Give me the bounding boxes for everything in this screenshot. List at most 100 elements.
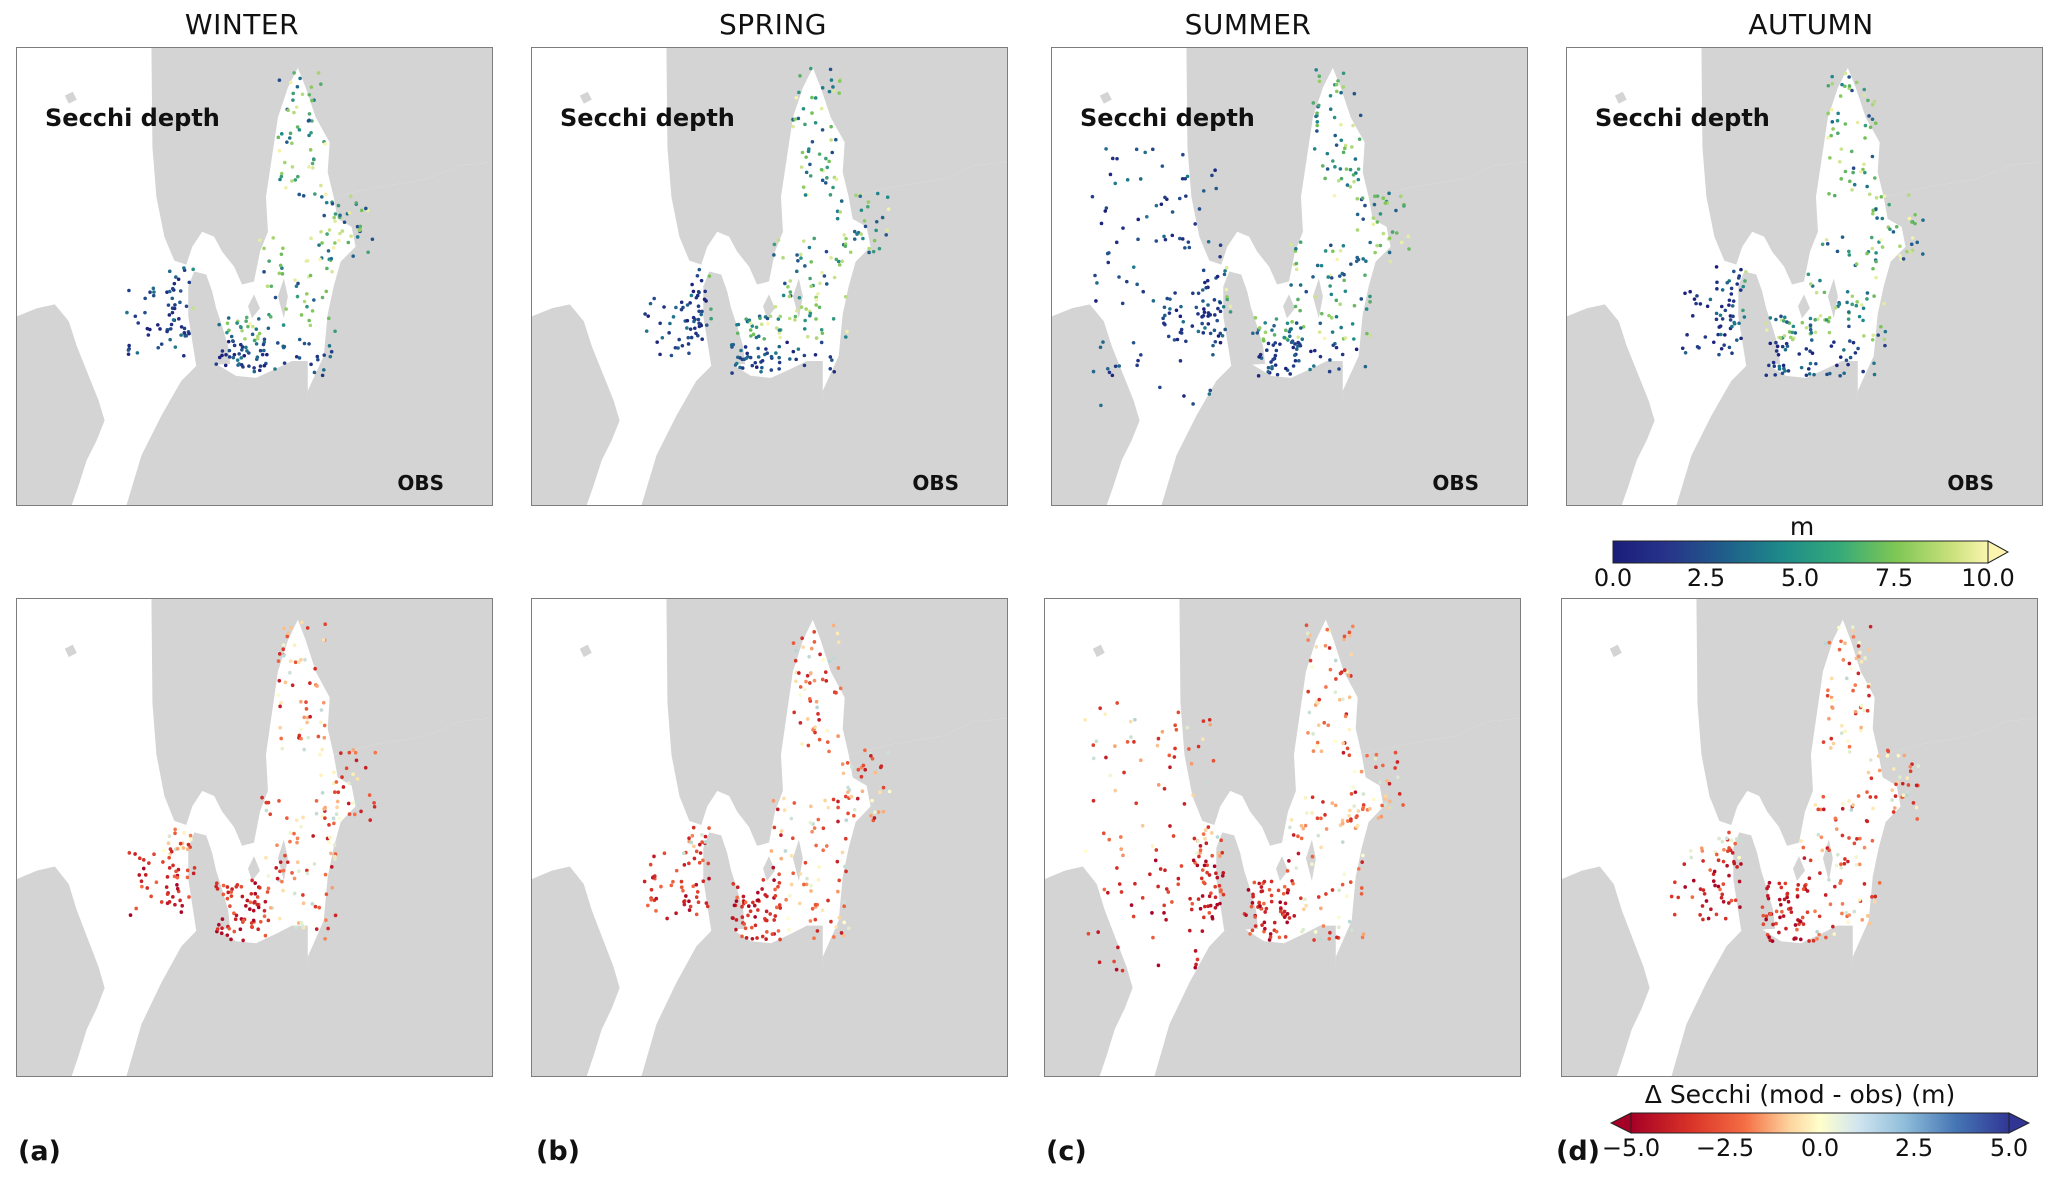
secchi-depth-label: Secchi depth: [45, 104, 220, 132]
station-point: [872, 816, 877, 820]
station-point: [1871, 266, 1875, 271]
station-point: [1852, 182, 1857, 187]
station-point: [1113, 364, 1118, 369]
station-point: [1730, 324, 1734, 329]
station-point: [1871, 806, 1875, 811]
secchi-depth-label: Secchi depth: [1595, 104, 1770, 132]
station-point: [1857, 640, 1861, 645]
station-point: [1158, 867, 1163, 871]
station-point: [1902, 753, 1907, 758]
station-point: [1278, 909, 1283, 914]
station-point: [832, 369, 837, 374]
station-point: [329, 851, 333, 856]
station-point: [1774, 909, 1779, 914]
station-point: [1219, 838, 1223, 843]
station-point: [1211, 758, 1216, 763]
station-point: [1181, 320, 1186, 324]
station-point: [1784, 926, 1788, 931]
station-point: [1348, 167, 1353, 172]
station-point: [778, 937, 782, 942]
station-point: [1196, 897, 1201, 901]
station-point: [255, 355, 260, 359]
station-point: [319, 720, 323, 725]
station-point: [287, 136, 292, 140]
station-point: [696, 900, 701, 905]
station-point: [667, 331, 671, 335]
station-point: [709, 307, 713, 311]
station-point: [165, 290, 169, 294]
station-point: [799, 256, 803, 260]
station-point: [1297, 359, 1301, 363]
station-point: [1200, 288, 1205, 292]
station-point: [794, 95, 799, 100]
station-point: [318, 257, 322, 262]
station-point: [798, 74, 802, 78]
station-point: [1883, 343, 1887, 348]
station-point: [1284, 328, 1288, 333]
station-point: [241, 938, 245, 943]
station-point: [278, 651, 282, 656]
station-point: [1890, 788, 1895, 792]
station-point: [731, 881, 736, 886]
station-point: [1288, 825, 1292, 830]
station-point: [1732, 322, 1737, 326]
station-point: [1090, 194, 1095, 199]
station-point: [1783, 347, 1788, 352]
station-point: [1774, 317, 1778, 322]
station-point: [372, 800, 376, 805]
station-point: [874, 219, 879, 224]
station-point: [1862, 162, 1866, 167]
station-point: [668, 321, 672, 326]
station-point: [751, 900, 755, 905]
station-point: [1246, 887, 1251, 892]
station-point: [735, 331, 740, 336]
station-point: [1104, 147, 1108, 151]
station-point: [764, 347, 768, 351]
station-point: [352, 812, 357, 817]
station-point: [257, 331, 262, 336]
station-point: [1691, 878, 1696, 883]
station-point: [237, 352, 241, 356]
station-point: [312, 861, 317, 866]
station-point: [805, 876, 809, 881]
station-point: [1375, 220, 1380, 224]
station-point: [763, 892, 768, 897]
station-point: [173, 303, 177, 307]
station-point: [257, 238, 262, 243]
station-point: [1729, 286, 1734, 291]
station-point: [805, 334, 810, 339]
station-point: [812, 936, 816, 941]
station-point: [800, 742, 804, 746]
station-point: [1323, 249, 1328, 253]
station-point: [834, 257, 839, 262]
station-point: [1331, 249, 1335, 254]
station-point: [172, 281, 177, 286]
station-point: [734, 927, 738, 932]
station-point: [1207, 873, 1212, 877]
station-point: [178, 898, 182, 903]
colorbar-diff-tick: 5.0: [1989, 1134, 2029, 1162]
station-point: [1795, 894, 1800, 899]
station-point: [295, 84, 300, 89]
station-point: [837, 915, 841, 920]
station-point: [1150, 147, 1155, 152]
station-point: [730, 371, 734, 375]
station-point: [246, 324, 250, 329]
station-point: [299, 727, 303, 732]
station-point: [1777, 367, 1782, 371]
station-point: [355, 224, 360, 229]
station-point: [1224, 287, 1229, 292]
station-point: [1808, 323, 1813, 327]
station-point: [1840, 806, 1845, 811]
station-point: [292, 71, 296, 75]
station-point: [735, 885, 740, 890]
station-point: [1827, 640, 1832, 645]
station-point: [1360, 196, 1365, 200]
station-point: [643, 312, 647, 316]
station-point: [1849, 808, 1854, 812]
station-point: [1873, 176, 1877, 180]
station-point: [1910, 762, 1914, 767]
station-point: [1350, 322, 1355, 326]
station-point: [707, 274, 712, 278]
station-point: [1288, 334, 1292, 339]
